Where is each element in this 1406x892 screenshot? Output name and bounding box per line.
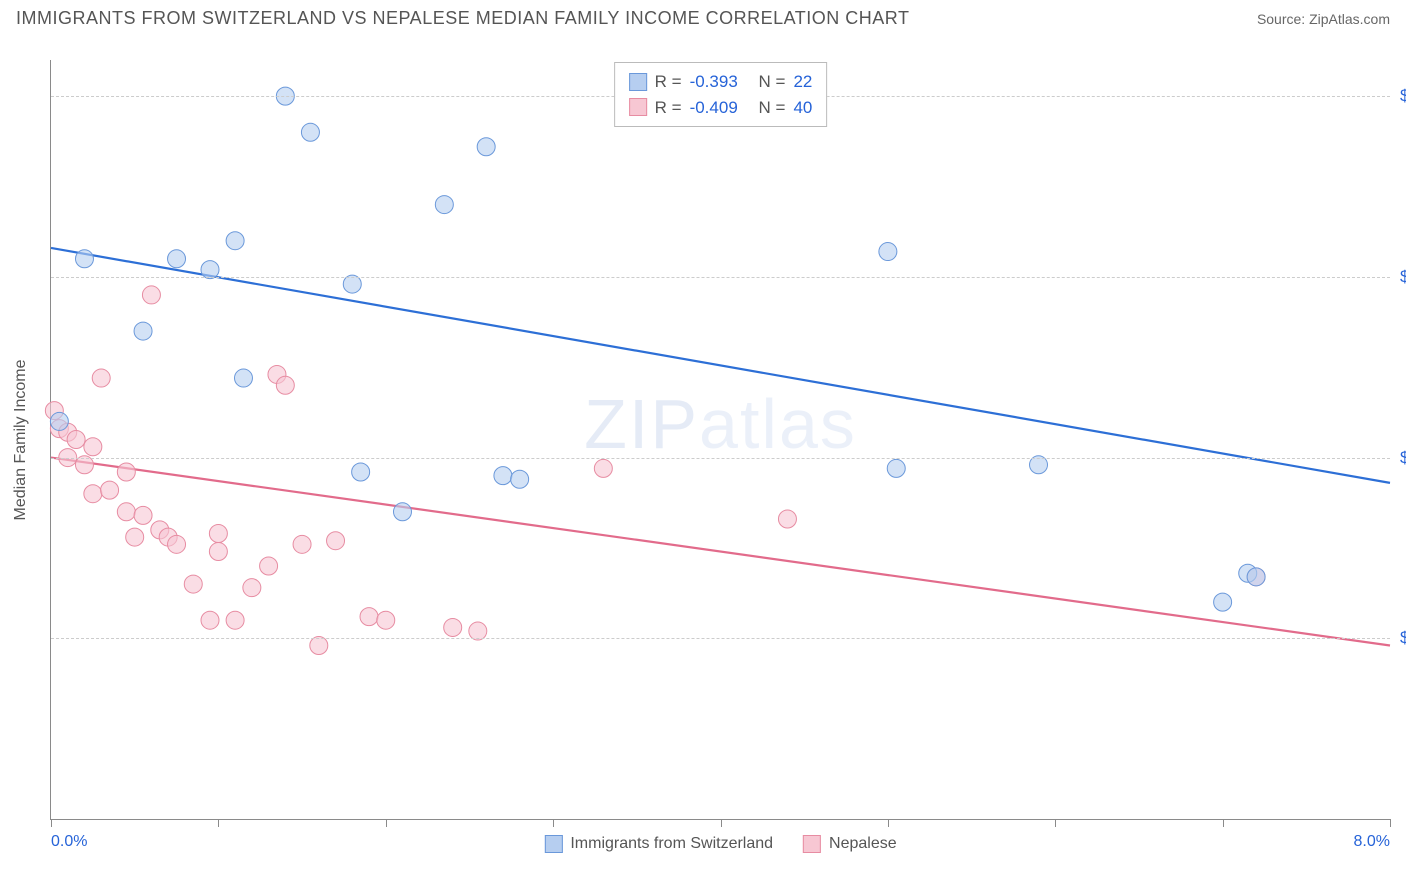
chart-svg (51, 60, 1390, 819)
x-tick (721, 819, 722, 827)
y-gridline (51, 638, 1390, 639)
y-gridline (51, 277, 1390, 278)
chart-title: IMMIGRANTS FROM SWITZERLAND VS NEPALESE … (16, 8, 909, 29)
x-tick (1055, 819, 1056, 827)
y-tick-label: $200,000 (1400, 86, 1406, 106)
data-point (126, 528, 144, 546)
x-axis-max-label: 8.0% (1354, 833, 1390, 851)
x-tick (51, 819, 52, 827)
trend-line (51, 458, 1390, 646)
data-point (301, 123, 319, 141)
stats-legend: R = -0.393 N = 22 R = -0.409 N = 40 (614, 62, 828, 127)
y-gridline (51, 458, 1390, 459)
data-point (117, 503, 135, 521)
x-tick (386, 819, 387, 827)
data-point (594, 459, 612, 477)
data-point (276, 376, 294, 394)
data-point (293, 535, 311, 553)
legend-item-series-1: Immigrants from Switzerland (544, 835, 773, 853)
stats-row-series-2: R = -0.409 N = 40 (629, 95, 813, 121)
data-point (444, 618, 462, 636)
data-point (134, 506, 152, 524)
data-point (1214, 593, 1232, 611)
data-point (1247, 568, 1265, 586)
swatch-icon (629, 73, 647, 91)
data-point (67, 431, 85, 449)
data-point (142, 286, 160, 304)
x-tick (888, 819, 889, 827)
data-point (117, 463, 135, 481)
bottom-legend: Immigrants from Switzerland Nepalese (544, 835, 896, 853)
data-point (184, 575, 202, 593)
data-point (477, 138, 495, 156)
data-point (209, 543, 227, 561)
header: IMMIGRANTS FROM SWITZERLAND VS NEPALESE … (0, 0, 1406, 33)
data-point (377, 611, 395, 629)
data-point (352, 463, 370, 481)
data-point (84, 438, 102, 456)
swatch-icon (544, 835, 562, 853)
data-point (134, 322, 152, 340)
x-tick (553, 819, 554, 827)
data-point (226, 232, 244, 250)
y-axis-title: Median Family Income (12, 359, 30, 520)
data-point (511, 470, 529, 488)
data-point (209, 524, 227, 542)
swatch-icon (803, 835, 821, 853)
swatch-icon (629, 98, 647, 116)
data-point (260, 557, 278, 575)
plot-area: Median Family Income ZIPatlas R = -0.393… (50, 60, 1390, 820)
data-point (168, 250, 186, 268)
data-point (778, 510, 796, 528)
x-tick (1223, 819, 1224, 827)
x-tick (1390, 819, 1391, 827)
x-tick (218, 819, 219, 827)
data-point (879, 243, 897, 261)
data-point (84, 485, 102, 503)
data-point (50, 412, 68, 430)
data-point (360, 608, 378, 626)
y-tick-label: $150,000 (1400, 267, 1406, 287)
legend-item-series-2: Nepalese (803, 835, 897, 853)
data-point (243, 579, 261, 597)
source: Source: ZipAtlas.com (1257, 11, 1390, 27)
data-point (327, 532, 345, 550)
y-tick-label: $50,000 (1400, 628, 1406, 648)
data-point (234, 369, 252, 387)
data-point (168, 535, 186, 553)
data-point (101, 481, 119, 499)
data-point (393, 503, 411, 521)
data-point (887, 459, 905, 477)
data-point (435, 196, 453, 214)
trend-line (51, 248, 1390, 483)
stats-row-series-1: R = -0.393 N = 22 (629, 69, 813, 95)
x-axis-min-label: 0.0% (51, 833, 87, 851)
y-tick-label: $100,000 (1400, 448, 1406, 468)
data-point (494, 467, 512, 485)
data-point (75, 250, 93, 268)
data-point (201, 611, 219, 629)
data-point (92, 369, 110, 387)
data-point (226, 611, 244, 629)
